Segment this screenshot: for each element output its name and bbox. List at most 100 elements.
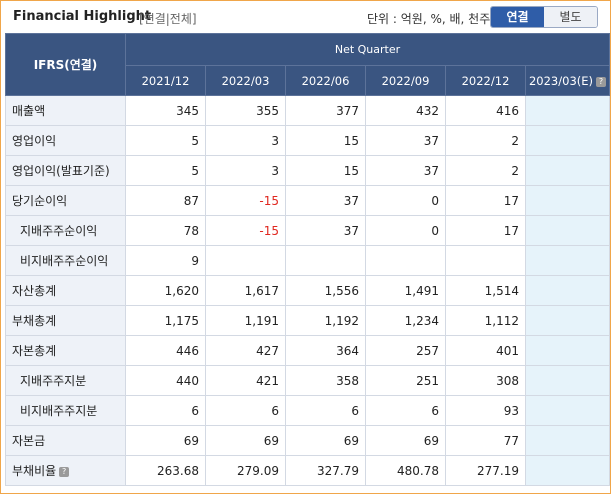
value-cell: 69 [365, 425, 446, 456]
value-cell: 427 [205, 335, 286, 366]
value-cell: 308 [445, 365, 526, 396]
scope-label: [연결|전체] [139, 12, 197, 26]
value-cell: 327.79 [285, 455, 366, 486]
table-row: 자산총계 1,620 1,617 1,556 1,491 1,514 [5, 275, 610, 306]
value-cell: 1,234 [365, 305, 446, 336]
period-header: 2022/06 [285, 65, 366, 96]
estimate-cell [525, 95, 610, 126]
row-label: 비지배주주순이익 [5, 245, 126, 276]
period-header-estimate: 2023/03(E)? [525, 65, 610, 96]
value-cell: 2 [445, 125, 526, 156]
value-cell: 416 [445, 95, 526, 126]
value-cell: 364 [285, 335, 366, 366]
value-cell: 87 [125, 185, 206, 216]
row-label: 자본금 [5, 425, 126, 456]
value-cell [365, 245, 446, 276]
period-header: 2022/09 [365, 65, 446, 96]
value-cell: 69 [205, 425, 286, 456]
row-label: 비지배주주지분 [5, 395, 126, 426]
estimate-cell [525, 125, 610, 156]
value-cell: 0 [365, 185, 446, 216]
row-label: 영업이익(발표기준) [5, 155, 126, 186]
table-row: 비지배주주순이익 9 [5, 245, 610, 276]
value-cell [445, 245, 526, 276]
value-cell: 257 [365, 335, 446, 366]
net-quarter-header: Net Quarter [125, 33, 610, 66]
value-cell: 17 [445, 185, 526, 216]
row-label: 매출액 [5, 95, 126, 126]
value-cell: 5 [125, 125, 206, 156]
value-cell: 1,491 [365, 275, 446, 306]
value-cell: 37 [365, 155, 446, 186]
row-label-text: 당기순이익 [12, 194, 68, 208]
row-label: 자산총계 [5, 275, 126, 306]
value-cell: 440 [125, 365, 206, 396]
value-cell: 446 [125, 335, 206, 366]
value-cell: 1,192 [285, 305, 366, 336]
help-icon[interactable]: ? [596, 76, 606, 87]
value-cell: 0 [365, 215, 446, 246]
estimate-cell [525, 365, 610, 396]
value-cell: 421 [205, 365, 286, 396]
row-label-text: 자산총계 [12, 284, 57, 298]
financial-table: IFRS(연결) Net Quarter 2021/12 2022/03 202… [5, 33, 610, 486]
value-cell [205, 245, 286, 276]
value-cell: 358 [285, 365, 366, 396]
value-cell: 401 [445, 335, 526, 366]
row-label-text: 부채총계 [12, 314, 57, 328]
consolidated-button[interactable]: 연결 [491, 7, 544, 27]
value-cell: 69 [285, 425, 366, 456]
ifrs-corner-header: IFRS(연결) [5, 33, 126, 96]
row-label-text: 영업이익(발표기준) [12, 164, 110, 178]
table-row: 자본총계 446 427 364 257 401 [5, 335, 610, 366]
row-label: 부채총계 [5, 305, 126, 336]
unit-label: 단위 : 억원, %, 배, 천주 [367, 12, 491, 26]
value-cell: -15 [205, 215, 286, 246]
separate-button[interactable]: 별도 [544, 7, 597, 27]
value-cell: 3 [205, 155, 286, 186]
value-cell: 3 [205, 125, 286, 156]
value-cell: 6 [205, 395, 286, 426]
value-cell: 1,620 [125, 275, 206, 306]
value-cell: 69 [125, 425, 206, 456]
table-row: 부채비율? 263.68 279.09 327.79 480.78 277.19 [5, 455, 610, 486]
value-cell: 1,175 [125, 305, 206, 336]
row-label-text: 자본총계 [12, 344, 57, 358]
row-label-text: 매출액 [12, 104, 46, 118]
table-row: 지배주주지분 440 421 358 251 308 [5, 365, 610, 396]
row-label-text: 부채비율 [12, 464, 57, 478]
estimate-cell [525, 185, 610, 216]
value-cell: 77 [445, 425, 526, 456]
table-row: 자본금 69 69 69 69 77 [5, 425, 610, 456]
row-label-text: 지배주주순이익 [20, 224, 98, 238]
table-row: 비지배주주지분 6 6 6 6 93 [5, 395, 610, 426]
value-cell: 432 [365, 95, 446, 126]
estimate-cell [525, 455, 610, 486]
value-cell: 15 [285, 155, 366, 186]
table-row: 매출액 345 355 377 432 416 [5, 95, 610, 126]
value-cell: 279.09 [205, 455, 286, 486]
period-header: 2022/12 [445, 65, 526, 96]
panel-header: Financial Highlight [연결|전체] 단위 : 억원, %, … [1, 1, 610, 33]
value-cell: 277.19 [445, 455, 526, 486]
table-row: 지배주주순이익 78 -15 37 0 17 [5, 215, 610, 246]
table-row: 영업이익(발표기준) 5 3 15 37 2 [5, 155, 610, 186]
row-label: 지배주주지분 [5, 365, 126, 396]
panel-title: Financial Highlight [13, 9, 152, 24]
row-label: 당기순이익 [5, 185, 126, 216]
value-cell: 2 [445, 155, 526, 186]
value-cell: 6 [125, 395, 206, 426]
value-cell: 17 [445, 215, 526, 246]
row-label: 영업이익 [5, 125, 126, 156]
value-cell: 9 [125, 245, 206, 276]
estimate-cell [525, 425, 610, 456]
estimate-cell [525, 275, 610, 306]
row-label: 자본총계 [5, 335, 126, 366]
estimate-cell [525, 305, 610, 336]
value-cell: 1,617 [205, 275, 286, 306]
help-icon[interactable]: ? [59, 467, 70, 477]
period-header: 2022/03 [205, 65, 286, 96]
value-cell: 37 [285, 215, 366, 246]
row-label-text: 영업이익 [12, 134, 57, 148]
